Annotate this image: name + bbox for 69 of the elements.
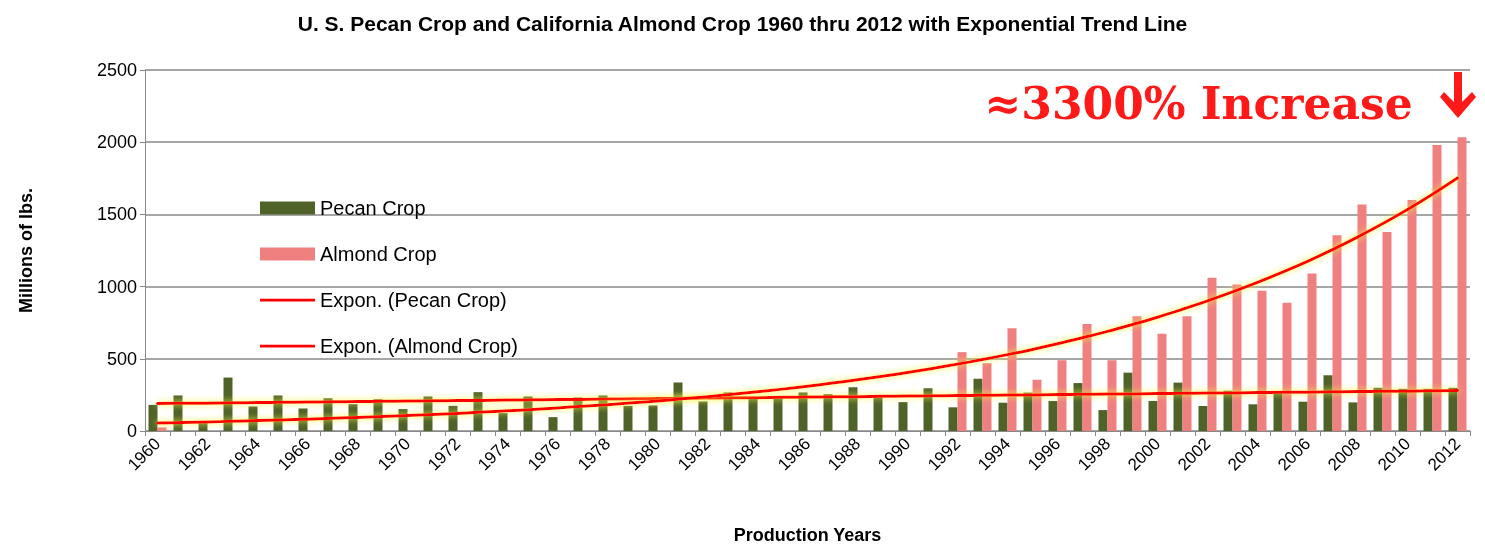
legend-label: Pecan Crop [320, 197, 426, 219]
bar [148, 404, 158, 431]
bar [823, 394, 833, 431]
y-tick-label: 2500 [96, 60, 137, 80]
annotation: ≈3300% Increase [984, 78, 1413, 129]
bar [1007, 328, 1017, 431]
bar [1323, 375, 1333, 431]
bar [948, 407, 958, 431]
bar [698, 401, 708, 431]
bar [1198, 406, 1208, 431]
bar [1448, 387, 1458, 431]
bar [1257, 290, 1267, 431]
bar [1432, 145, 1442, 431]
x-axis-title: Production Years [733, 525, 882, 545]
bar [1407, 200, 1417, 431]
y-tick-label: 0 [126, 421, 137, 441]
y-axis-title: Millions of lbs. [16, 188, 36, 313]
bar [623, 405, 633, 431]
bar [648, 405, 658, 431]
bar [1282, 302, 1292, 431]
bar [1332, 235, 1342, 431]
bar [1357, 204, 1367, 431]
bar [548, 417, 558, 431]
bar [1298, 401, 1308, 431]
bar [973, 378, 983, 431]
y-tick-label: 2000 [96, 132, 137, 153]
y-tick-label: 1500 [96, 204, 137, 225]
bar [773, 396, 783, 431]
bar [1082, 324, 1092, 431]
bar [798, 392, 808, 431]
bar [1107, 360, 1117, 431]
bar [1207, 277, 1217, 431]
bar [873, 395, 883, 431]
bar [1307, 273, 1317, 431]
legend-label: Almond Crop [320, 243, 437, 265]
bar [1148, 400, 1158, 431]
bar [157, 427, 167, 431]
bar [1348, 402, 1358, 431]
bar [1132, 316, 1142, 431]
chart-title: U. S. Pecan Crop and California Almond Crop 1960 thru 2012 with Exponential Trend Line [297, 12, 1188, 35]
y-tick-label: 500 [106, 348, 137, 369]
bar [1073, 383, 1083, 431]
bar [498, 413, 508, 431]
legend-label: Expon. (Almond Crop) [320, 335, 518, 357]
bar [998, 402, 1008, 431]
bar [1398, 388, 1408, 431]
bar [1182, 316, 1192, 431]
bar [923, 388, 933, 431]
bar [898, 402, 908, 431]
bar [1273, 392, 1283, 431]
bar [848, 387, 858, 431]
bar [1173, 382, 1183, 431]
bar [1248, 404, 1258, 431]
bar [1057, 360, 1067, 431]
bar [1123, 372, 1133, 431]
bar [748, 398, 758, 431]
bar [1457, 137, 1467, 431]
bar [982, 363, 992, 431]
bar [1232, 284, 1242, 431]
legend-label: Expon. (Pecan Crop) [320, 289, 507, 311]
bar [1032, 379, 1042, 431]
bar [1382, 232, 1392, 431]
bar [1157, 333, 1167, 431]
y-tick-label: 1000 [96, 276, 137, 297]
line-series [156, 176, 1459, 425]
bar [1373, 387, 1383, 431]
bar [1098, 410, 1108, 431]
bar [1048, 400, 1058, 431]
bar [673, 382, 683, 431]
